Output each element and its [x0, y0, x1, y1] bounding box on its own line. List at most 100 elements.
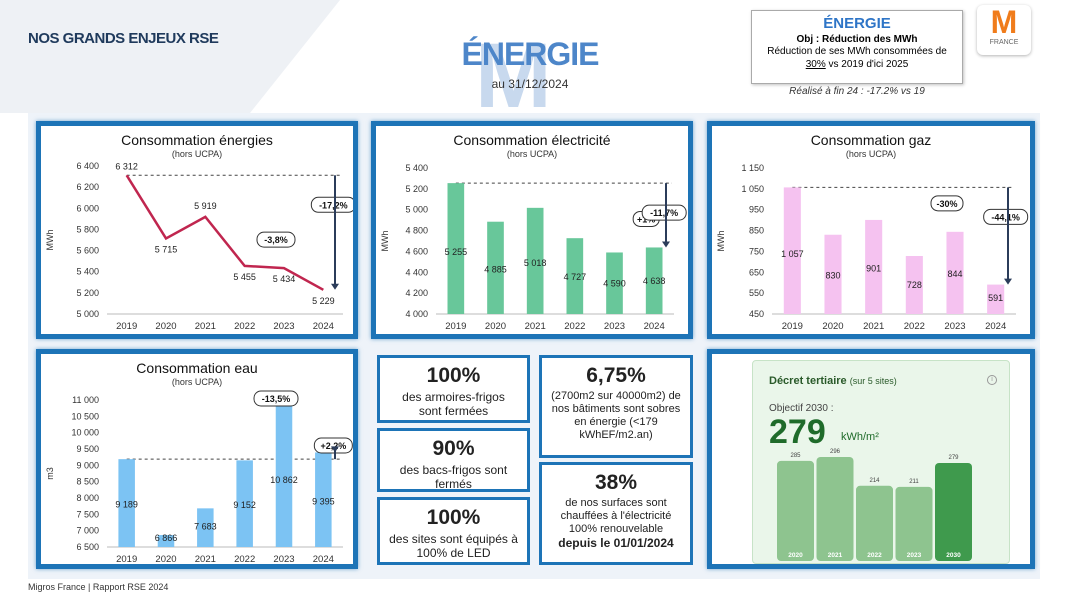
y-tick-label: 4 600 [405, 246, 428, 256]
x-tick-label: 2022 [234, 554, 255, 564]
data-label: 214 [869, 478, 880, 484]
series-line [125, 174, 324, 291]
stat-armoires: 100% des armoires-frigos sont fermées [377, 355, 530, 423]
x-tick-label: 2020 [485, 321, 506, 332]
decret-title-text: Décret tertiaire [769, 375, 847, 387]
annotation-label: -44,1% [991, 212, 1020, 222]
y-tick-label: 5 600 [76, 246, 99, 256]
x-tick-label: 2022 [234, 321, 255, 332]
x-tick-label: 2024 [985, 321, 1006, 332]
chart-panel-gaz: Consommation gaz (hors UCPA) 450 550 650 750 8… [707, 121, 1035, 339]
data-label: 7 683 [194, 522, 217, 532]
bar [447, 183, 465, 314]
bar [315, 452, 332, 547]
bar [946, 231, 964, 314]
bar [275, 404, 293, 547]
bar [487, 221, 504, 314]
data-label: 4 590 [603, 278, 626, 288]
y-tick-label: 650 [749, 267, 764, 277]
data-label: 844 [947, 269, 962, 279]
x-tick-label: 2020 [155, 554, 176, 564]
bar [987, 284, 1005, 314]
x-tick-label: 2024 [644, 321, 665, 332]
chart-energies: Consommation énergies(hors UCPA) 5 000 5 2… [45, 132, 353, 332]
y-tick-label: 8 500 [76, 477, 99, 487]
annotation-bubble [256, 231, 296, 248]
chart-subtitle: (hors UCPA) [172, 377, 222, 387]
y-tick-label: 9 500 [76, 444, 99, 454]
y-tick-label: 7 000 [76, 526, 99, 536]
annotation-bubble [641, 204, 687, 221]
annotation-label: +2,2% [320, 441, 346, 451]
info-icon[interactable]: i [987, 375, 997, 385]
bar [856, 485, 893, 561]
data-label: 4 638 [643, 276, 666, 286]
objective-title: ÉNERGIE [823, 15, 891, 32]
bar [526, 207, 544, 314]
x-tick-label: 2022 [904, 321, 925, 332]
stat-value: 90% [432, 437, 475, 460]
y-axis-label: MWh [380, 231, 390, 252]
chart-gaz: Consommation gaz(hors UCPA) 450 550 650 750 8… [716, 132, 1029, 332]
stat-text: des sites sont équipés à 100% de LED [389, 532, 518, 560]
bar [824, 234, 842, 314]
y-tick-label: 5 800 [76, 224, 99, 234]
data-label: 4 885 [484, 264, 507, 274]
annotation-label: -11,7% [650, 208, 678, 218]
annotation-label: -13,5% [262, 394, 291, 404]
theme-title: ÉNERGIE [461, 36, 599, 72]
data-label: 5 434 [273, 274, 296, 284]
chart-subtitle: (hors UCPA) [507, 149, 557, 159]
data-label: 5 455 [233, 272, 256, 282]
x-tick-label: 2021 [195, 554, 216, 564]
theme-header: ÉNERGIE au 31/12/2024 [440, 30, 620, 91]
bar [935, 462, 972, 561]
annotation-bubble [310, 196, 353, 213]
y-tick-label: 950 [749, 205, 764, 215]
y-tick-label: 9 000 [76, 460, 99, 470]
stat-chauffage: 38% de nos surfaces sont chauffées à l'é… [539, 462, 693, 565]
objective-box: ÉNERGIE Obj : Réduction des MWh Réductio… [751, 10, 963, 84]
x-tick-label: 2023 [604, 321, 625, 332]
x-tick-label: 2023 [907, 552, 922, 559]
y-tick-label: 10 500 [71, 411, 99, 421]
x-tick-label: 2030 [946, 552, 961, 559]
bar [895, 486, 933, 561]
y-tick-label: 5 000 [76, 309, 99, 319]
stat-value: 100% [426, 364, 481, 387]
stat-bacs: 90% des bacs-frigos sont fermés [377, 428, 530, 492]
logo-subtitle: FRANCE [989, 39, 1019, 46]
data-label: 4 727 [564, 272, 587, 282]
logo-letter: M [990, 4, 1018, 40]
stat-value: 100% [426, 506, 481, 529]
objective-line2: 30% vs 2019 d'ici 2025 [752, 58, 962, 71]
stat-text: (2700m2 sur 40000m2) de nos bâtiments so… [551, 390, 681, 441]
x-tick-label: 2022 [564, 321, 585, 332]
x-tick-label: 2021 [525, 321, 546, 332]
annotation-label: -30% [936, 199, 957, 209]
x-tick-label: 2021 [195, 321, 216, 332]
chart-panel-energies: Consommation énergies (hors UCPA) 5 000 5 2… [36, 121, 358, 339]
y-tick-label: 5 400 [76, 267, 99, 277]
bar [865, 219, 883, 314]
decret-tertiaire-card: Décret tertiaire (sur 5 sites) i Objecti… [752, 360, 1010, 564]
data-label: 5 018 [524, 258, 547, 268]
chart-eau: Consommation eau(hors UCPA) 6 500 7 000 7 5… [45, 360, 353, 564]
y-tick-label: 750 [749, 246, 764, 256]
y-tick-label: 1 150 [741, 163, 764, 173]
data-label: 830 [825, 270, 840, 280]
annotation-label: -3,8% [264, 235, 288, 245]
annotation-bubble [253, 390, 299, 407]
data-label: 901 [866, 264, 881, 274]
stat-sobres: 6,75% (2700m2 sur 40000m2) de nos bâtime… [539, 355, 693, 458]
stat-led: 100% des sites sont équipés à 100% de LE… [377, 497, 530, 565]
footer: Migros France | Rapport RSE 2024 [28, 582, 169, 592]
annotation-bubble [983, 208, 1029, 225]
chart-title: Consommation gaz [811, 132, 932, 148]
y-tick-label: 4 200 [405, 288, 428, 298]
annotation-bubble [930, 195, 964, 212]
bar [157, 535, 175, 547]
bar [816, 457, 854, 561]
y-tick-label: 10 000 [71, 428, 99, 438]
